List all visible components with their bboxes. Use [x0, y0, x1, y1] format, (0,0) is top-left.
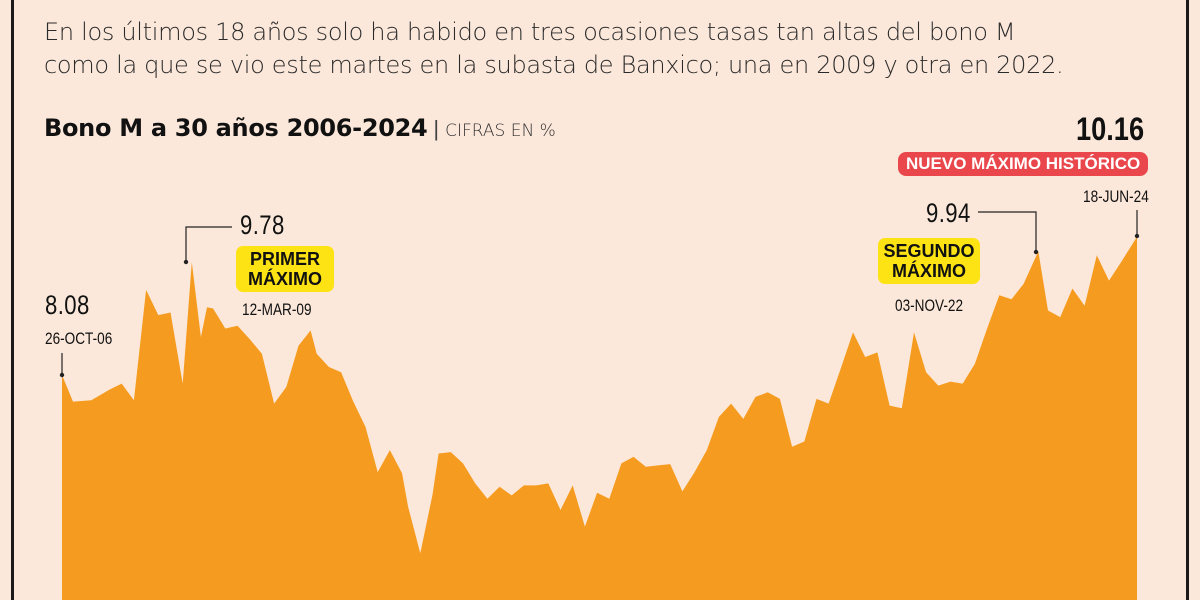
chart-title-main: Bono M a 30 años 2006-2024 [44, 114, 428, 142]
leader-first-max [185, 226, 232, 262]
frame-border-right [1186, 0, 1189, 600]
marker-dots [59, 233, 1140, 378]
first-max-date: 12-MAR-09 [242, 300, 312, 319]
dot-start [59, 372, 65, 378]
intro-line-1: En los últimos 18 años solo ha habido en… [44, 18, 1016, 46]
start-date: 26-OCT-06 [45, 329, 113, 348]
title-separator: | [433, 116, 440, 141]
second-max-label-1: SEGUNDO [883, 241, 975, 261]
dot-first-max [183, 259, 189, 265]
second-max-date: 03-NOV-22 [895, 296, 964, 315]
area-series [62, 236, 1137, 600]
first-max-label-1: PRIMER [249, 249, 320, 269]
record-date: 18-JUN-24 [1083, 187, 1149, 206]
record-badge: NUEVO MÁXIMO HISTÓRICO [898, 152, 1149, 176]
start-value: 8.08 [45, 290, 90, 320]
frame-border-left [11, 0, 14, 600]
second-max-badge: SEGUNDO MÁXIMO [878, 238, 980, 284]
leader-second-max [978, 211, 1037, 252]
intro-line-2: como la que se vio este martes en la sub… [44, 51, 1064, 79]
dot-second-max [1033, 249, 1039, 255]
dot-record [1134, 233, 1140, 239]
second-max-label-2: MÁXIMO [892, 261, 966, 281]
first-max-value: 9.78 [240, 210, 285, 240]
first-max-badge: PRIMER MÁXIMO [236, 246, 334, 292]
leader-lines [61, 210, 1138, 374]
intro-text: En los últimos 18 años solo ha habido en… [44, 16, 1174, 82]
chart-unit: CIFRAS EN % [445, 121, 556, 141]
second-max-value: 9.94 [926, 198, 971, 228]
chart-title: Bono M a 30 años 2006-2024 | CIFRAS EN % [44, 114, 556, 143]
record-value: 10.16 [1076, 111, 1145, 147]
first-max-label-2: MÁXIMO [248, 269, 322, 289]
